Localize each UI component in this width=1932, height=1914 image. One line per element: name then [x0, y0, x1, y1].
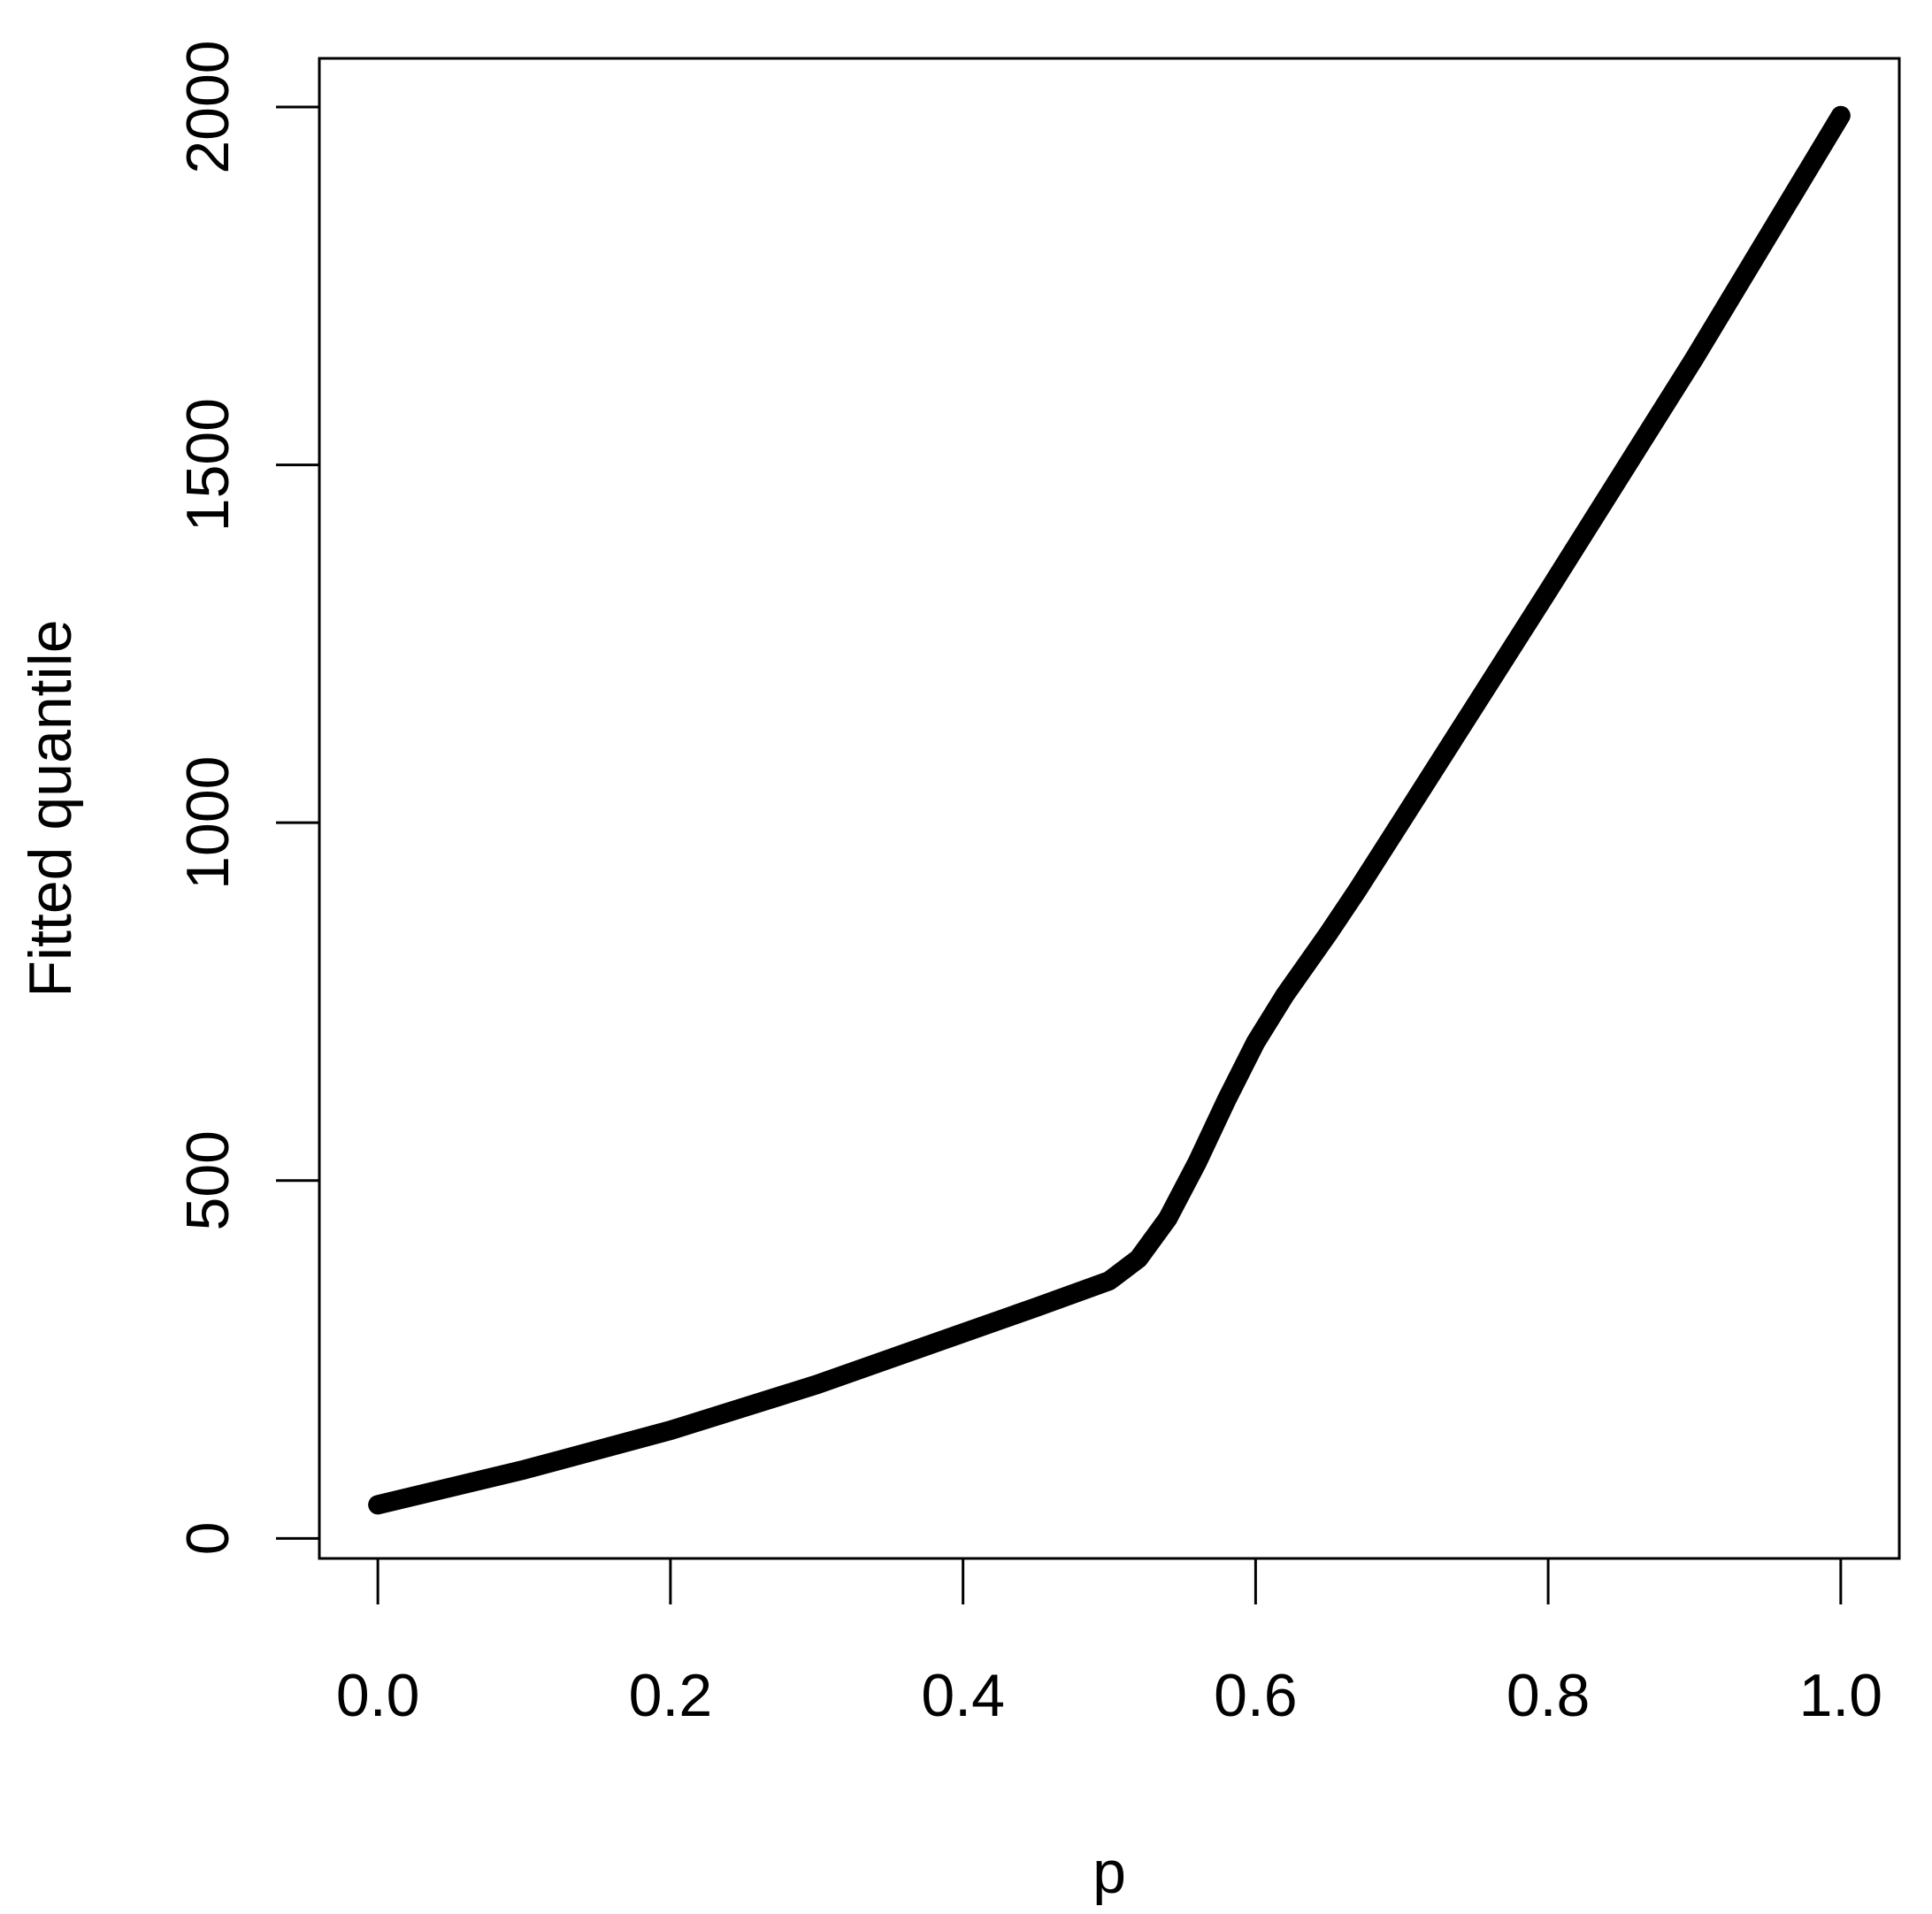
x-tick-label: 0.8 — [1506, 1662, 1591, 1729]
y-tick-label: 2000 — [174, 40, 242, 173]
y-tick-label: 1500 — [174, 398, 242, 532]
x-tick-label: 0.6 — [1214, 1662, 1298, 1729]
y-tick-label: 1000 — [174, 756, 242, 890]
y-axis-title: Fitted quantile — [17, 619, 84, 997]
y-tick-label: 500 — [174, 1130, 242, 1230]
plot-frame — [318, 57, 1901, 1560]
data-line — [368, 105, 1851, 1515]
x-tick-label: 1.0 — [1799, 1662, 1883, 1729]
x-tick-label: 0.0 — [336, 1662, 420, 1729]
x-tick-label: 0.2 — [629, 1662, 713, 1729]
x-axis-title: p — [1092, 1839, 1126, 1906]
x-tick-label: 0.4 — [921, 1662, 1005, 1729]
y-tick-label: 0 — [174, 1521, 242, 1555]
